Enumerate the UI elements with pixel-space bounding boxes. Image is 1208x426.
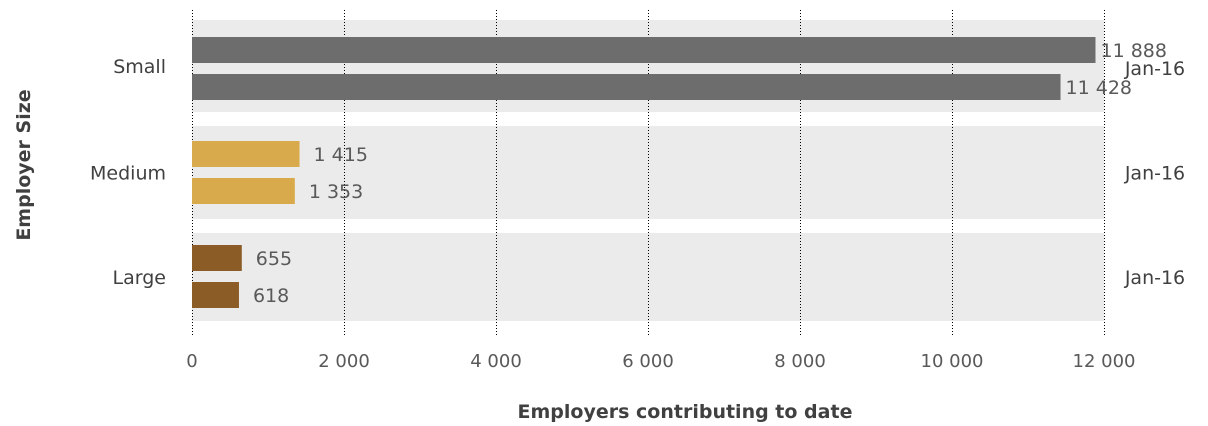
right-label-large: Jan-16 <box>1124 267 1185 289</box>
x-axis-title: Employers contributing to date <box>518 401 853 423</box>
labels: 0 2 000 4 000 6 000 8 000 10 000 12 000 11 888 1… <box>90 40 1185 372</box>
bar-large-1 <box>192 245 242 271</box>
x-tick-label-3: 6 000 <box>622 351 674 372</box>
value-label-medium-2: 1 353 <box>309 181 363 203</box>
bar-medium-2 <box>192 178 295 204</box>
bar-medium-1 <box>192 141 300 167</box>
x-tick-label-4: 8 000 <box>774 351 826 372</box>
bars <box>192 37 1096 308</box>
x-tick-label-2: 4 000 <box>470 351 522 372</box>
y-axis-title: Employer Size <box>13 89 35 240</box>
right-label-medium: Jan-16 <box>1124 163 1185 185</box>
gridlines <box>192 10 1105 336</box>
value-label-small-1: 11 888 <box>1100 40 1166 62</box>
category-bands <box>192 20 1104 321</box>
value-label-large-1: 655 <box>256 248 292 270</box>
value-label-small-2: 11 428 <box>1066 77 1132 99</box>
bar-small-2 <box>192 74 1061 100</box>
x-tick-label-6: 12 000 <box>1073 351 1136 372</box>
bar-small-1 <box>192 37 1096 63</box>
category-label-small: Small <box>113 56 166 78</box>
x-tick-label-1: 2 000 <box>318 351 370 372</box>
right-label-small: Jan-16 <box>1124 58 1185 80</box>
category-label-medium: Medium <box>90 163 166 185</box>
category-label-large: Large <box>113 267 166 289</box>
value-label-large-2: 618 <box>253 285 289 307</box>
value-label-medium-1: 1 415 <box>314 144 368 166</box>
bar-large-2 <box>192 282 239 308</box>
x-tick-label-5: 10 000 <box>921 351 984 372</box>
x-tick-label-0: 0 <box>186 351 197 372</box>
